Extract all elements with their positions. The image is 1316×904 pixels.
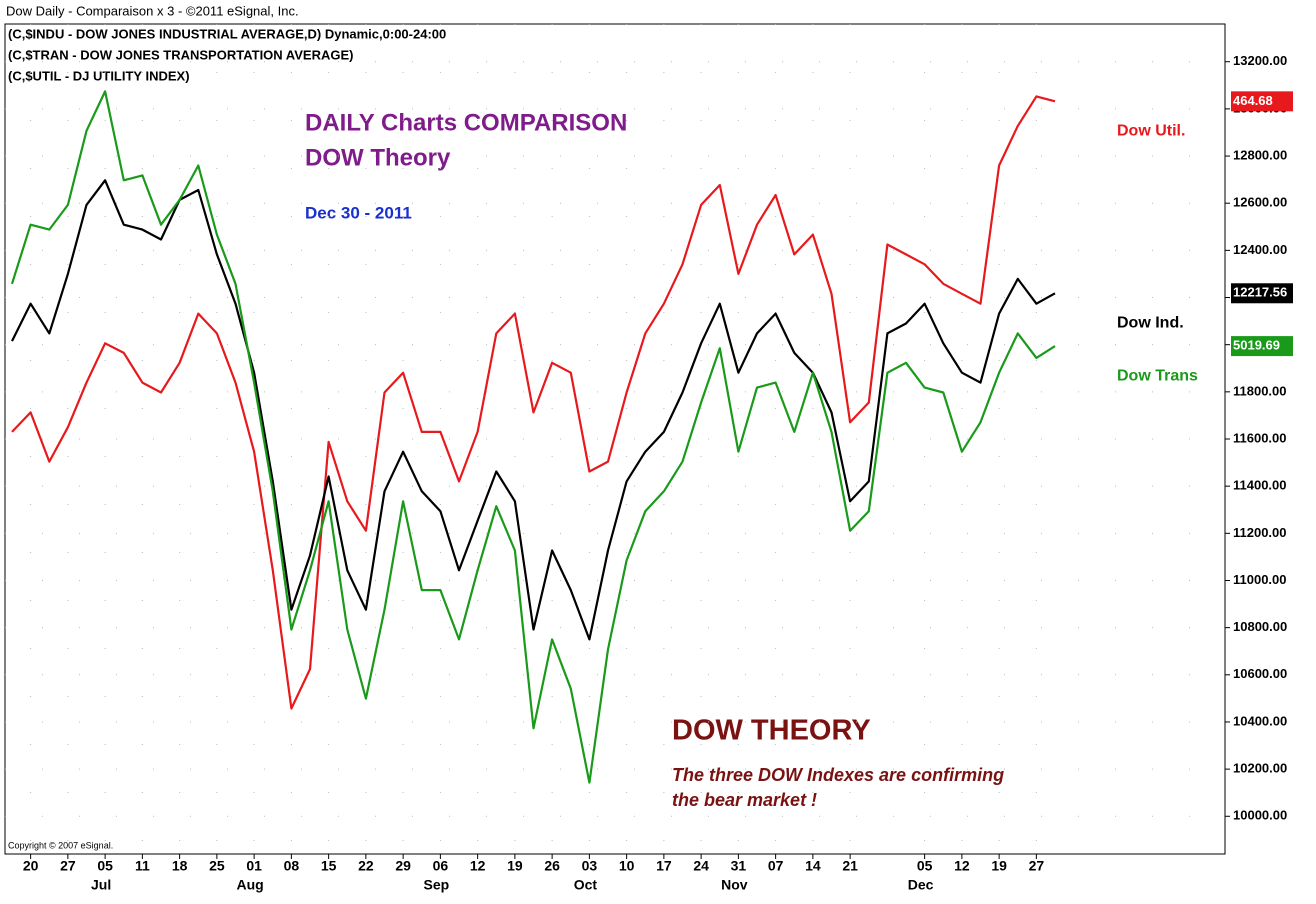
y-tick-label: 11000.00 [1233, 572, 1287, 587]
y-tick-label: 10400.00 [1233, 713, 1287, 728]
x-tick-label: 27 [60, 858, 76, 874]
month-label: Jul [91, 877, 111, 893]
last-value-box [1231, 91, 1293, 112]
heading: DAILY Charts COMPARISON [305, 109, 627, 136]
x-tick-label: 22 [358, 858, 374, 874]
y-tick-label: 10800.00 [1233, 619, 1287, 634]
last-value-label: 464.68 [1233, 93, 1273, 108]
x-tick-label: 14 [805, 858, 821, 874]
x-tick-label: 06 [433, 858, 449, 874]
x-tick-label: 07 [768, 858, 784, 874]
chart-title: Dow Daily - Comparaison x 3 - ©2011 eSig… [6, 3, 299, 18]
x-tick-label: 26 [544, 858, 560, 874]
y-tick-label: 11600.00 [1233, 430, 1287, 445]
y-tick-label: 10600.00 [1233, 666, 1287, 681]
month-label: Nov [721, 877, 748, 893]
x-tick-label: 03 [582, 858, 598, 874]
last-value-label: 12217.56 [1233, 285, 1287, 300]
last-value-box [1231, 336, 1293, 357]
y-tick-label: 12800.00 [1233, 147, 1287, 162]
x-tick-label: 19 [507, 858, 523, 874]
x-tick-label: 18 [172, 858, 188, 874]
x-tick-label: 12 [470, 858, 486, 874]
subtitle: (C,$TRAN - DOW JONES TRANSPORTATION AVER… [8, 47, 353, 62]
x-tick-label: 21 [842, 858, 858, 874]
series-line [11, 95, 1056, 710]
legend-label: Dow Util. [1117, 123, 1185, 140]
y-tick-label: 11800.00 [1233, 383, 1287, 398]
x-tick-label: 27 [1029, 858, 1045, 874]
series-line [11, 179, 1056, 641]
y-tick-label: 10200.00 [1233, 761, 1287, 776]
x-tick-label: 05 [917, 858, 933, 874]
subtitle: (C,$UTIL - DJ UTILITY INDEX) [8, 68, 190, 83]
theory-text: The three DOW Indexes are confirming [672, 765, 1004, 785]
legend-label: Dow Ind. [1117, 314, 1184, 331]
x-tick-label: 25 [209, 858, 225, 874]
subtitle: (C,$INDU - DOW JONES INDUSTRIAL AVERAGE,… [8, 26, 446, 41]
series-line [10, 90, 1056, 784]
x-tick-label: 01 [246, 858, 262, 874]
theory-text: the bear market ! [672, 790, 817, 810]
y-tick-label: 11400.00 [1233, 478, 1287, 493]
y-tick-label: 10000.00 [1233, 808, 1287, 823]
legend-label: Dow Trans [1117, 367, 1198, 384]
y-tick-label: 12400.00 [1233, 242, 1287, 257]
x-tick-label: 24 [693, 858, 709, 874]
last-value-label: 5019.69 [1233, 338, 1280, 353]
month-label: Dec [908, 877, 934, 893]
month-label: Sep [424, 877, 450, 893]
y-tick-label: 12600.00 [1233, 195, 1287, 210]
last-value-box [1231, 283, 1293, 304]
x-tick-label: 17 [656, 858, 672, 874]
x-tick-label: 15 [321, 858, 337, 874]
heading: DOW Theory [305, 144, 451, 171]
month-label: Oct [574, 877, 598, 893]
y-tick-label: 13200.00 [1233, 53, 1287, 68]
x-tick-label: 10 [619, 858, 635, 874]
x-tick-label: 11 [135, 858, 150, 874]
x-tick-label: 05 [97, 858, 113, 874]
x-tick-label: 29 [395, 858, 411, 874]
x-tick-label: 20 [23, 858, 39, 874]
copyright: Copyright © 2007 eSignal. [8, 840, 113, 850]
month-label: Aug [237, 877, 264, 893]
y-tick-label: 11200.00 [1233, 525, 1287, 540]
x-tick-label: 31 [731, 858, 747, 874]
date-note: Dec 30 - 2011 [305, 203, 412, 222]
x-tick-label: 19 [991, 858, 1007, 874]
theory-title: DOW THEORY [672, 715, 871, 747]
x-tick-label: 12 [954, 858, 970, 874]
x-tick-label: 08 [284, 858, 300, 874]
